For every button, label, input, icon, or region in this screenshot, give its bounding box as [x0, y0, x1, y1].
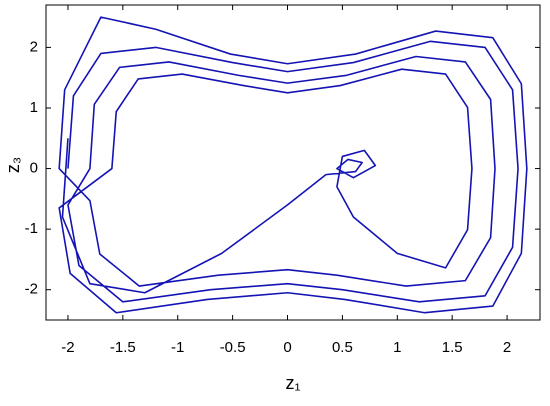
x-tick-label: -0.5: [220, 339, 246, 356]
x-tick-label: -1: [171, 339, 184, 356]
y-axis-label: z₃: [3, 157, 23, 173]
x-tick-label: -2: [61, 339, 74, 356]
y-tick-label: 1: [30, 99, 38, 116]
trajectory: [58, 16, 528, 314]
y-tick-label: -2: [25, 281, 38, 298]
x-tick-label: -1.5: [110, 339, 136, 356]
y-tick-label: 0: [30, 160, 38, 177]
x-tick-label: 0: [283, 339, 291, 356]
y-tick-label: 2: [30, 38, 38, 55]
x-axis-label: z₁: [285, 373, 300, 393]
plot-frame: [45, 4, 541, 321]
y-tick-label: -1: [25, 220, 38, 237]
x-tick-label: 0.5: [332, 339, 353, 356]
x-tick-label: 1.5: [442, 339, 463, 356]
x-tick-label: 2: [503, 339, 511, 356]
x-tick-label: 1: [393, 339, 401, 356]
